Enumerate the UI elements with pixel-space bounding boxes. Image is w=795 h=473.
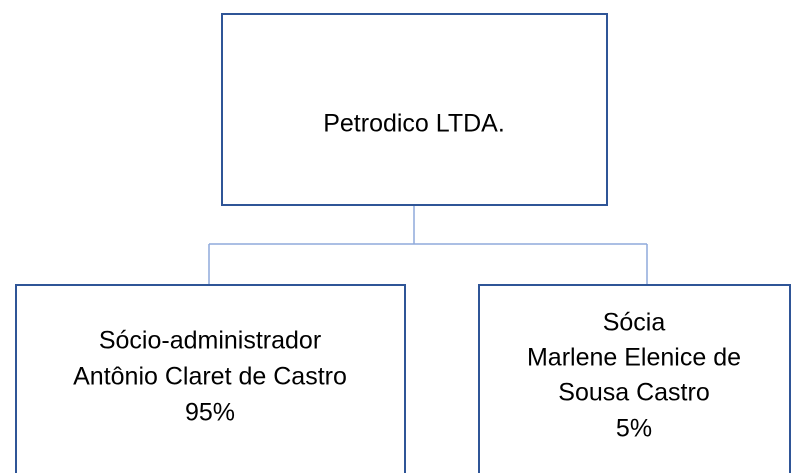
node-text: 5% xyxy=(616,415,652,443)
node-box xyxy=(221,13,608,206)
node-text: Sousa Castro xyxy=(558,379,709,407)
node-text: Petrodico LTDA. xyxy=(323,110,505,138)
connector xyxy=(208,205,648,285)
node-box xyxy=(15,284,406,473)
node-text: Sócio-administrador xyxy=(99,327,321,355)
node-text: 95% xyxy=(185,399,235,427)
node-text: Marlene Elenice de xyxy=(527,344,741,372)
node-text: Sócia xyxy=(603,309,666,337)
node-box xyxy=(478,284,791,473)
node-text: Antônio Claret de Castro xyxy=(73,363,347,391)
